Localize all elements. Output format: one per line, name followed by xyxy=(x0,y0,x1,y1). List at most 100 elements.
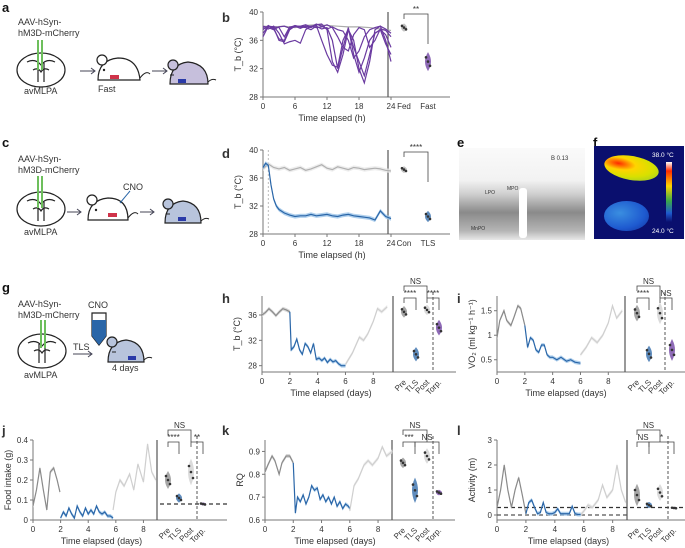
region-label-mpo: MPO xyxy=(507,186,519,192)
mouse-awake-icon xyxy=(96,54,151,81)
data-point xyxy=(199,502,203,505)
significance-bracket xyxy=(426,297,440,310)
category-label: Fed xyxy=(397,102,411,111)
y-tick-label: 0.2 xyxy=(17,476,29,485)
data-point xyxy=(168,482,172,486)
color-scale-bar xyxy=(666,162,672,222)
data-point xyxy=(437,491,441,494)
y-tick-label: 1 xyxy=(488,486,493,495)
series-line-pre xyxy=(261,307,291,317)
panel-letter-c: c xyxy=(2,135,10,150)
y-tick-label: 1 xyxy=(488,331,493,340)
ventricle-shape xyxy=(519,188,527,238)
data-point xyxy=(637,498,641,502)
y-axis-label: VO₂ (ml kg⁻¹ h⁻¹) xyxy=(467,299,477,369)
virus-label-line1-g: AAV-hSyn- xyxy=(18,299,62,309)
x-axis-label: Time elapsed (h) xyxy=(298,250,365,260)
significance-label: NS xyxy=(410,277,421,286)
x-tick-label: 6 xyxy=(348,525,353,534)
significance-label: NS xyxy=(174,421,185,430)
x-axis-label: Time elapsed (days) xyxy=(525,388,606,398)
x-tick-label: 18 xyxy=(355,102,364,111)
significance-label: **** xyxy=(167,433,179,442)
y-tick-label: 0.4 xyxy=(17,436,29,445)
y-tick-label: 32 xyxy=(248,336,257,345)
water-bottle-icon xyxy=(91,312,107,346)
injection-needle-icon xyxy=(37,176,39,208)
x-tick-label: 2 xyxy=(58,525,63,534)
virus-label-line1-c: AAV-hSyn- xyxy=(18,154,62,164)
series-band-tls xyxy=(524,323,581,366)
data-point xyxy=(439,329,443,333)
x-tick-label: 24 xyxy=(387,239,396,248)
y-tick-label: 40 xyxy=(249,8,258,17)
significance-bracket xyxy=(402,441,416,454)
thermal-image: 38.0 °C 24.0 °C xyxy=(594,146,684,239)
y-tick-label: 32 xyxy=(249,202,258,211)
arrow-icon xyxy=(152,67,168,75)
x-tick-label: 8 xyxy=(610,525,615,534)
virus-label-line2-a: hM3D-mCherry xyxy=(18,28,80,38)
panel-letter-e: e xyxy=(457,135,465,150)
y-tick-label: 0.9 xyxy=(249,447,261,456)
y-tick-label: 28 xyxy=(249,93,258,102)
data-point xyxy=(635,493,639,497)
mouse-awake-icon xyxy=(86,190,139,221)
category-label: Con xyxy=(397,239,412,248)
panel-letter-j: j xyxy=(1,423,6,438)
data-point xyxy=(427,310,431,314)
data-point xyxy=(633,308,637,311)
mouse-torpid-icon xyxy=(167,59,217,85)
data-point xyxy=(413,488,417,492)
x-axis-label: Time elapsed (h) xyxy=(298,113,365,123)
y-tick-label: 0.8 xyxy=(249,470,261,479)
data-point xyxy=(400,166,404,170)
data-point xyxy=(656,306,660,310)
x-tick-label: 0 xyxy=(31,525,36,534)
x-tick-label: 6 xyxy=(293,102,298,111)
y-tick-label: 0.6 xyxy=(249,516,261,525)
data-point xyxy=(177,496,181,500)
y-tick-label: 1.5 xyxy=(481,307,493,316)
series-line-post xyxy=(579,303,623,356)
data-point xyxy=(425,454,429,458)
atlas-annotation: B 0.13 xyxy=(551,156,569,162)
x-tick-label: 8 xyxy=(376,525,381,534)
panel-letter-k: k xyxy=(222,423,230,438)
data-point xyxy=(401,461,405,465)
data-point xyxy=(424,212,428,216)
x-tick-label: 4 xyxy=(553,525,558,534)
data-point xyxy=(658,491,662,494)
significance-bracket xyxy=(636,285,661,298)
data-point xyxy=(400,308,404,311)
series-line-fast-2 xyxy=(262,24,392,75)
region-label-c: avMLPA xyxy=(24,227,58,237)
series-line-tls xyxy=(60,504,114,520)
x-tick-label: 6 xyxy=(578,377,583,386)
data-point xyxy=(403,463,407,467)
x-tick-label: 8 xyxy=(371,377,376,386)
data-point xyxy=(439,492,443,496)
data-point xyxy=(203,503,207,506)
y-tick-label: 2 xyxy=(488,461,493,470)
significance-bracket xyxy=(402,429,428,442)
data-point xyxy=(415,494,419,498)
significance-label: NS xyxy=(660,289,671,298)
data-point xyxy=(400,24,404,28)
series-line-pre xyxy=(496,464,527,514)
data-point xyxy=(637,315,641,319)
scale-max-label: 38.0 °C xyxy=(652,152,674,159)
series-line-fast-4 xyxy=(262,24,392,52)
duration-label-g: 4 days xyxy=(112,363,139,373)
data-point xyxy=(668,343,672,347)
panel-letter-b: b xyxy=(222,10,230,25)
panel-letter-f: f xyxy=(593,135,598,150)
data-point xyxy=(404,169,408,173)
significance-label: NS xyxy=(643,421,654,430)
y-axis-label: T_b (°C) xyxy=(233,37,243,71)
y-axis-label: T_b (°C) xyxy=(232,317,242,351)
series-line-tls xyxy=(524,325,581,364)
injection-needle-icon xyxy=(44,320,46,348)
significance-label: **** xyxy=(404,289,416,298)
data-point xyxy=(411,483,415,486)
